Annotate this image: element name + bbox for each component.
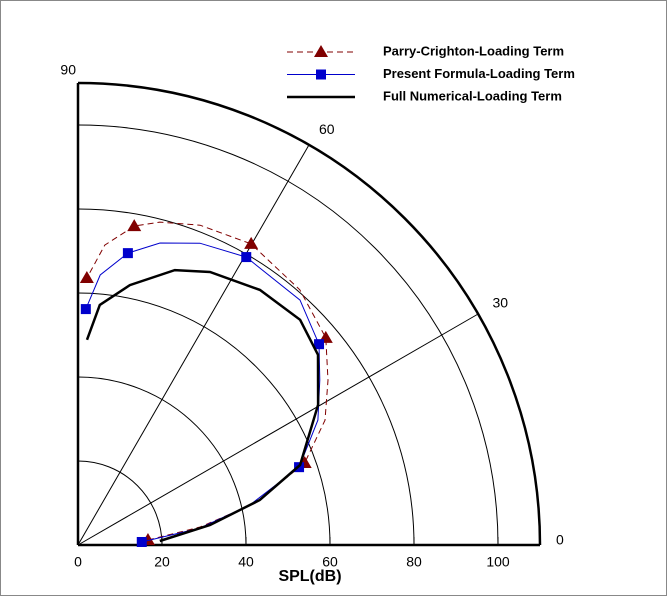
legend-label: Present Formula-Loading Term <box>383 66 575 81</box>
data-point <box>127 219 142 232</box>
data-point <box>244 236 259 249</box>
legend-marker <box>314 45 328 57</box>
axis-label: SPL(dB) <box>278 568 341 585</box>
r-tick-label: 60 <box>322 554 338 570</box>
theta-tick-label: 30 <box>492 295 508 311</box>
data-point <box>122 248 133 259</box>
theta-tick-label: 0 <box>556 532 564 548</box>
grid-arc <box>77 292 331 546</box>
r-tick-label: 40 <box>238 554 254 570</box>
grid-spoke <box>77 144 310 546</box>
r-tick-label: 20 <box>154 554 170 570</box>
data-point <box>79 271 94 284</box>
grid-arc <box>77 124 499 546</box>
r-tick-label: 0 <box>74 554 82 570</box>
data-point <box>80 304 91 315</box>
legend-marker <box>316 69 326 80</box>
r-tick-label: 100 <box>486 554 510 570</box>
data-point <box>314 339 325 350</box>
data-point <box>241 252 252 263</box>
r-tick-label: 80 <box>406 554 422 570</box>
legend-label: Parry-Crighton-Loading Term <box>383 43 564 58</box>
series-line <box>85 242 321 543</box>
legend-label: Full Numerical-Loading Term <box>383 88 562 103</box>
grid-arc <box>77 460 163 546</box>
theta-tick-label: 90 <box>60 62 76 78</box>
grid-arc <box>77 208 415 546</box>
data-point <box>136 536 147 547</box>
grid-spoke <box>77 313 479 546</box>
series-line <box>85 268 320 543</box>
outer-arc <box>77 81 542 546</box>
theta-tick-label: 60 <box>319 121 335 137</box>
